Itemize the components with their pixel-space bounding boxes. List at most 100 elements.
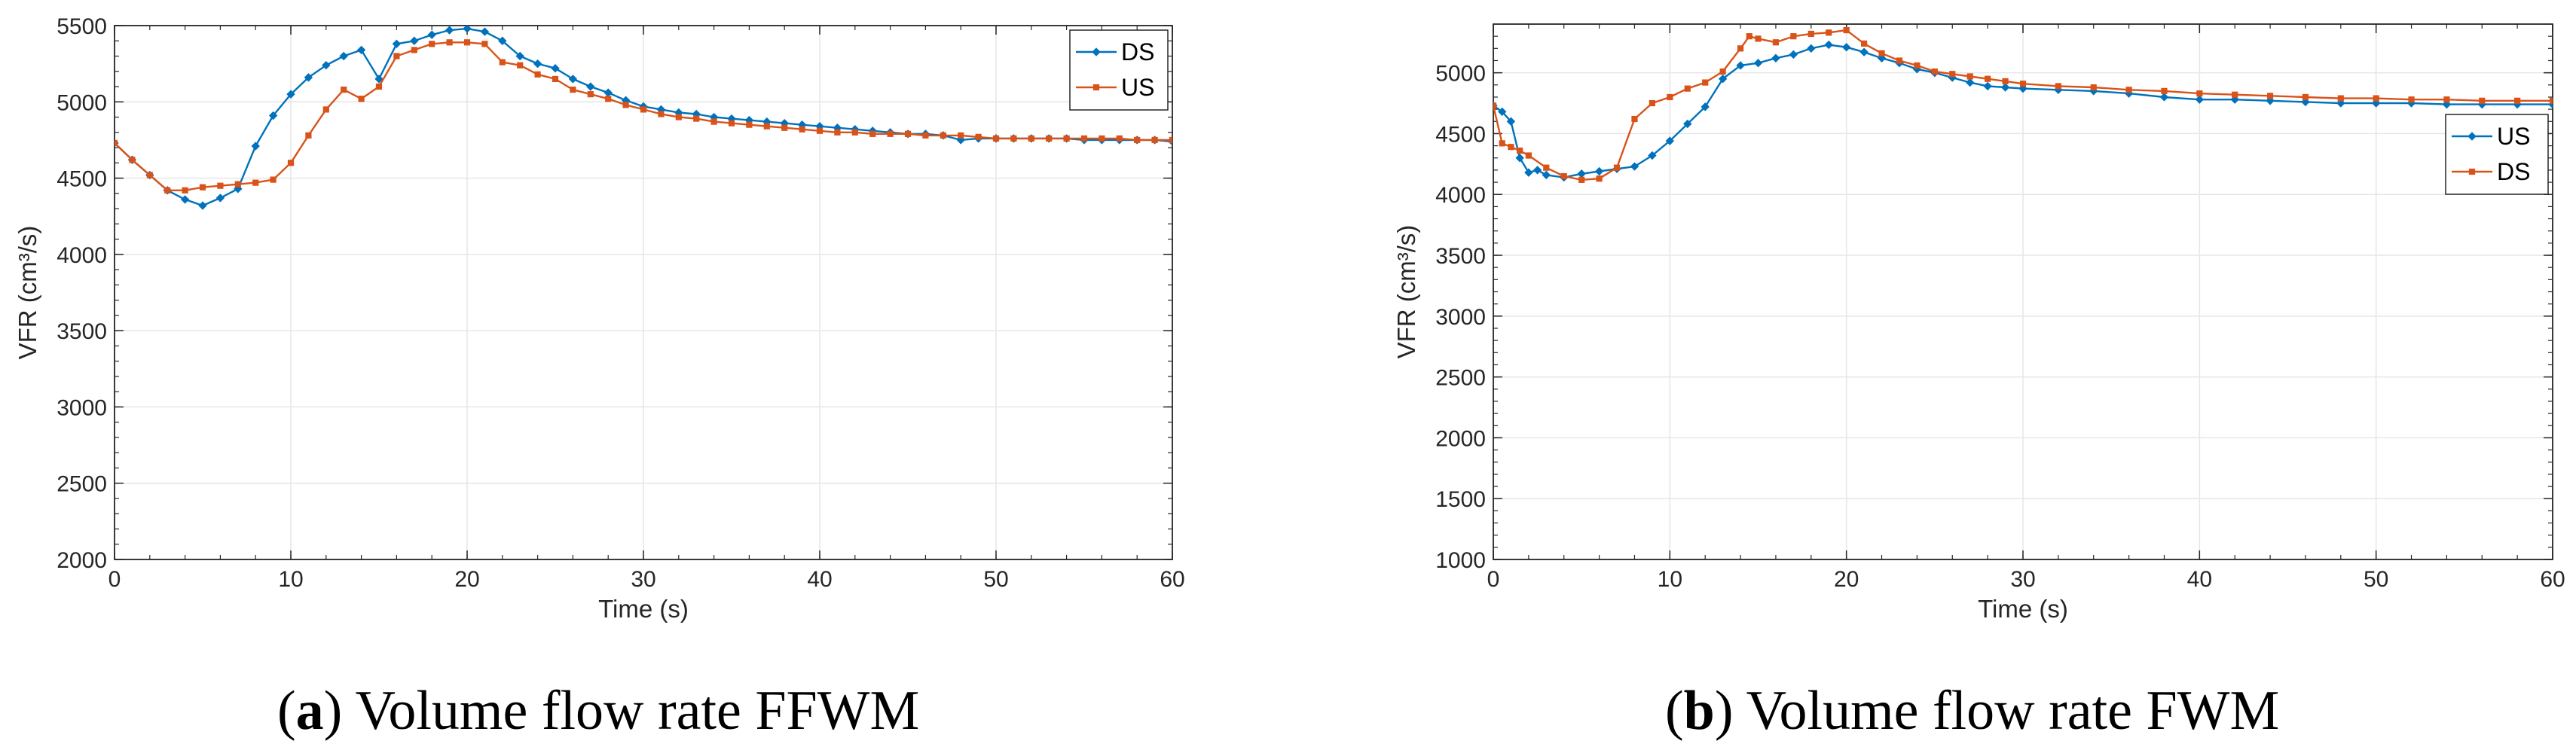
data-point	[1648, 151, 1657, 160]
data-point	[2019, 81, 2027, 87]
data-point	[1861, 40, 1868, 47]
data-point	[1985, 75, 1991, 82]
data-point	[1772, 39, 1780, 46]
x-tick-label: 40	[2187, 567, 2212, 592]
data-point	[1790, 33, 1797, 40]
x-tick-label: 60	[1160, 567, 1184, 592]
data-point	[1789, 50, 1798, 59]
data-point	[2195, 95, 2205, 104]
legend-label-ds: DS	[2497, 158, 2530, 185]
data-point	[1665, 136, 1675, 145]
data-point	[2337, 95, 2344, 102]
data-point	[499, 59, 506, 66]
data-point	[1914, 62, 1921, 69]
data-point	[393, 53, 400, 59]
data-point	[1493, 102, 1497, 109]
figure-caption: (a) Volume flow rate FFWM	[277, 680, 919, 742]
data-point	[2161, 87, 2168, 94]
data-point	[799, 126, 805, 133]
data-point	[763, 123, 770, 130]
data-point	[1515, 154, 1524, 163]
legend-marker	[1092, 84, 1100, 91]
data-point	[517, 62, 524, 69]
data-point	[1826, 29, 1832, 36]
y-tick-label: 5000	[57, 90, 107, 115]
data-point	[322, 60, 331, 70]
data-point	[1594, 166, 1604, 176]
data-point	[1771, 53, 1780, 62]
data-point	[2196, 90, 2203, 97]
data-point	[1134, 136, 1141, 144]
data-point	[2549, 97, 2553, 104]
data-point	[341, 86, 347, 93]
data-point	[1116, 135, 1123, 142]
data-point	[1683, 119, 1692, 129]
data-point	[640, 106, 647, 113]
data-point	[410, 36, 419, 45]
x-tick-label: 30	[2010, 567, 2035, 592]
data-point	[1807, 44, 1816, 53]
data-point	[429, 41, 435, 47]
data-point	[2002, 78, 2009, 85]
data-point	[728, 120, 735, 127]
data-point	[375, 83, 383, 90]
figure-caption: (b) Volume flow rate FWM	[1665, 680, 2279, 742]
axes-box	[1493, 23, 2553, 560]
data-point	[198, 201, 207, 210]
data-point	[1630, 162, 1639, 171]
data-point	[305, 132, 312, 139]
data-point	[1983, 81, 1992, 91]
data-point	[1063, 135, 1070, 142]
data-point	[2125, 87, 2132, 93]
caption-letter: b	[1684, 680, 1715, 742]
legend-label-ds: DS	[1121, 38, 1154, 66]
data-point	[129, 157, 136, 163]
data-point	[1843, 26, 1850, 34]
data-point	[2159, 93, 2169, 102]
x-tick-label: 20	[1834, 567, 1859, 592]
data-point	[534, 71, 541, 78]
data-point	[445, 26, 454, 35]
data-point	[252, 179, 259, 186]
data-point	[1498, 107, 1507, 117]
legend: US DS	[2445, 114, 2549, 195]
x-tick-label: 20	[454, 567, 479, 592]
legend-label-us: US	[2497, 123, 2530, 150]
data-point	[164, 187, 171, 194]
data-point	[1753, 59, 1763, 68]
data-point	[2373, 95, 2379, 102]
data-point	[463, 26, 472, 33]
caption-text: ) Volume flow rate FFWM	[324, 680, 920, 742]
data-point	[146, 172, 153, 178]
data-point	[992, 135, 1000, 142]
data-point	[2479, 97, 2486, 104]
data-point	[2514, 97, 2521, 104]
data-point	[851, 129, 858, 136]
data-point	[199, 184, 206, 191]
data-point	[1736, 61, 1745, 70]
data-point	[2302, 93, 2309, 101]
data-point	[570, 86, 576, 93]
data-point	[115, 139, 118, 147]
data-point	[234, 184, 243, 194]
data-point	[1010, 135, 1017, 142]
y-tick-label: 4500	[1435, 122, 1486, 147]
data-point	[904, 130, 912, 137]
data-point	[1099, 135, 1105, 142]
y-tick-label: 2500	[57, 472, 107, 497]
data-point	[446, 39, 453, 46]
y-tick-label: 3500	[57, 319, 107, 344]
y-tick-label: 4500	[57, 167, 107, 192]
data-point	[234, 181, 241, 187]
series-us	[115, 39, 1172, 194]
y-tick-label: 5000	[1435, 62, 1486, 87]
data-point	[1169, 136, 1172, 144]
data-point	[251, 142, 260, 151]
y-tick-label: 5500	[57, 14, 107, 39]
data-point	[869, 130, 876, 137]
data-point	[2055, 83, 2061, 90]
x-axis-label: Time (s)	[1978, 595, 2068, 623]
data-point	[1719, 68, 1726, 75]
data-point	[2408, 96, 2415, 103]
data-point	[622, 102, 629, 108]
